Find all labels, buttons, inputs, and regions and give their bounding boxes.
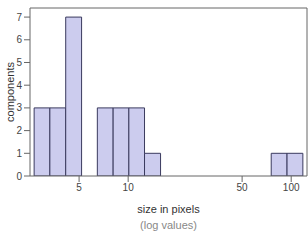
svg-text:100: 100 <box>283 182 300 193</box>
html-text:size in pixels: size in pixels <box>137 203 200 215</box>
svg-text:6: 6 <box>16 34 22 45</box>
svg-text:5: 5 <box>76 182 82 193</box>
svg-text:50: 50 <box>237 182 249 193</box>
svg-text:7: 7 <box>16 12 22 23</box>
svg-text:0: 0 <box>16 171 22 182</box>
svg-text:2: 2 <box>16 125 22 136</box>
svg-text:3: 3 <box>16 102 22 113</box>
svg-text:10: 10 <box>123 182 135 193</box>
svg-text:4: 4 <box>16 80 22 91</box>
html-text:(log values): (log values) <box>140 219 197 231</box>
html-text:components: components <box>4 62 16 122</box>
svg-text:1: 1 <box>16 148 22 159</box>
svg-text:5: 5 <box>16 57 22 68</box>
